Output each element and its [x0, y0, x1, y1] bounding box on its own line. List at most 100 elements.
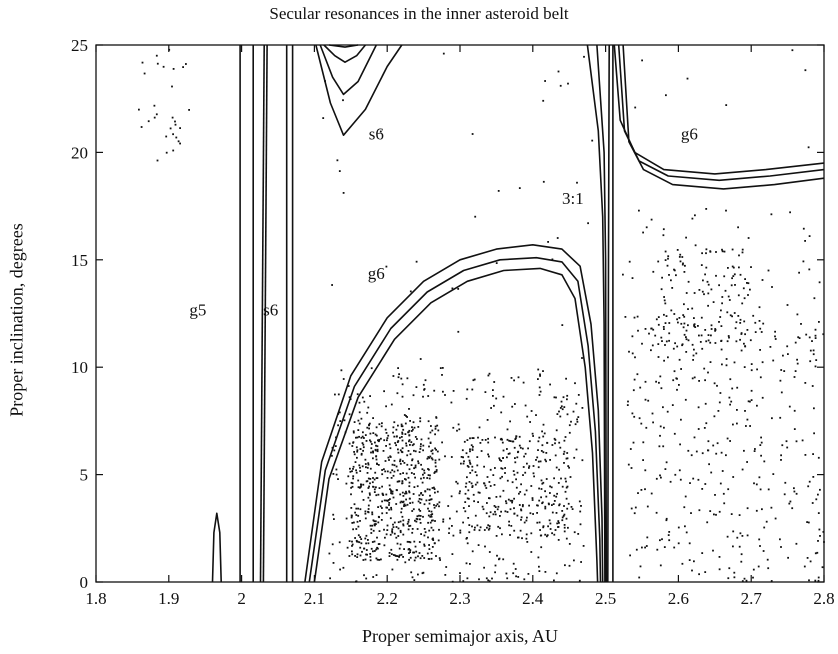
asteroid-point [367, 462, 370, 465]
asteroid-point [377, 464, 380, 466]
asteroid-point [431, 429, 434, 432]
asteroid-point [165, 135, 168, 138]
asteroid-point [565, 497, 568, 500]
asteroid-point [735, 340, 738, 343]
asteroid-point [688, 559, 691, 561]
asteroid-point [520, 483, 522, 486]
asteroid-point [351, 470, 353, 473]
asteroid-point [713, 382, 716, 385]
asteroid-point [331, 284, 333, 286]
asteroid-point [487, 437, 489, 440]
asteroid-point [461, 449, 464, 452]
asteroid-point [544, 571, 547, 573]
asteroid-point [421, 555, 424, 557]
asteroid-point [356, 450, 359, 453]
asteroid-point [384, 536, 386, 539]
asteroid-point [455, 510, 458, 513]
asteroid-point [511, 481, 514, 484]
asteroid-point [518, 435, 521, 438]
asteroid-point [631, 277, 634, 279]
asteroid-point [435, 448, 437, 451]
asteroid-point [387, 499, 390, 501]
asteroid-point [510, 525, 513, 527]
asteroid-point [367, 487, 370, 489]
asteroid-point [682, 326, 685, 329]
asteroid-point [710, 334, 712, 337]
asteroid-point [428, 548, 431, 550]
asteroid-point [542, 525, 545, 528]
asteroid-point [351, 545, 353, 547]
asteroid-point [677, 321, 679, 324]
asteroid-point [420, 463, 422, 466]
asteroid-point [359, 554, 362, 557]
asteroid-point [569, 476, 572, 478]
asteroid-point [513, 379, 515, 382]
axis-ticks: 1.8 1.9 2 2.1 2.2 2.3 2.4 2.5 2.6 2.7 2.8051015202… [71, 36, 835, 608]
asteroid-point [750, 363, 753, 365]
asteroid-point [676, 345, 679, 348]
asteroid-point [486, 502, 488, 504]
asteroid-point [365, 440, 368, 442]
asteroid-point [348, 540, 351, 542]
asteroid-point [358, 464, 361, 467]
asteroid-point [691, 307, 694, 310]
asteroid-point [388, 484, 391, 487]
asteroid-point [447, 505, 450, 507]
asteroid-point [738, 266, 740, 269]
asteroid-point [668, 322, 671, 324]
asteroid-point [783, 493, 786, 496]
asteroid-point [581, 407, 584, 409]
asteroid-point [647, 399, 650, 402]
asteroid-point [386, 529, 389, 531]
asteroid-point [521, 447, 524, 450]
asteroid-point [685, 531, 688, 534]
asteroid-point [402, 523, 405, 526]
asteroid-point [538, 565, 540, 568]
asteroid-point [717, 410, 720, 412]
asteroid-point [707, 334, 710, 336]
asteroid-point [450, 401, 453, 404]
asteroid-point [412, 551, 414, 554]
asteroid-point [423, 503, 426, 506]
asteroid-point [539, 529, 541, 531]
asteroid-point [357, 479, 360, 482]
asteroid-point [428, 502, 431, 505]
asteroid-point [521, 505, 524, 508]
asteroid-point [355, 507, 358, 510]
asteroid-point [352, 431, 355, 434]
asteroid-point [532, 472, 535, 475]
asteroid-point [428, 445, 430, 448]
asteroid-point [466, 577, 469, 580]
asteroid-point [427, 536, 429, 539]
asteroid-point [426, 488, 429, 491]
asteroid-point [469, 448, 471, 451]
asteroid-point [644, 380, 647, 383]
asteroid-point [348, 396, 351, 399]
asteroid-point [680, 322, 683, 325]
asteroid-point [390, 492, 392, 494]
asteroid-point [714, 494, 716, 496]
asteroid-point [750, 399, 753, 401]
asteroid-point [723, 250, 726, 253]
asteroid-point [438, 458, 441, 461]
asteroid-point [432, 529, 435, 532]
asteroid-point [759, 349, 761, 351]
asteroid-point [433, 504, 435, 506]
asteroid-point [410, 472, 413, 474]
asteroid-point [422, 473, 424, 476]
asteroid-point [731, 248, 734, 251]
asteroid-point [580, 505, 582, 507]
asteroid-point [819, 535, 821, 537]
asteroid-point [467, 489, 470, 492]
asteroid-point [802, 260, 805, 263]
x-tick-label: 1.9 [158, 589, 179, 608]
asteroid-point [408, 439, 411, 441]
asteroid-point [394, 442, 397, 444]
asteroid-point [386, 477, 389, 479]
asteroid-point [544, 507, 547, 510]
asteroid-point [763, 526, 766, 529]
asteroid-point [537, 378, 539, 380]
asteroid-point [566, 394, 569, 397]
asteroid-point [451, 580, 454, 583]
asteroid-point [357, 525, 360, 528]
